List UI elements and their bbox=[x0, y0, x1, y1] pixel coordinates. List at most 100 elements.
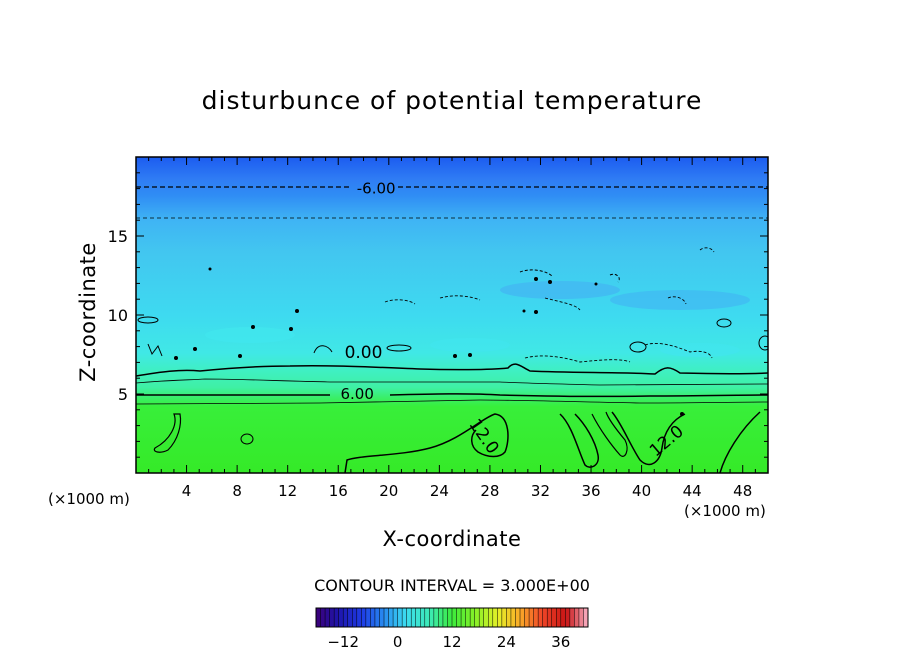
x-tick-label: 48 bbox=[733, 482, 752, 500]
colorbar-swatch bbox=[424, 608, 430, 627]
contour-blob bbox=[147, 343, 163, 357]
contour-9 bbox=[136, 399, 768, 405]
colorbar-swatch bbox=[361, 608, 367, 627]
x-tick-label: 16 bbox=[329, 482, 348, 500]
colorbar-swatch bbox=[574, 608, 580, 627]
colorbar-swatch bbox=[374, 608, 380, 627]
colorbar-swatch bbox=[329, 608, 335, 627]
colorbar-swatch bbox=[456, 608, 462, 627]
colorbar-swatch bbox=[370, 608, 376, 627]
contour-3 bbox=[136, 378, 768, 386]
x-tick-label: 32 bbox=[531, 482, 550, 500]
colorbar-swatch bbox=[474, 608, 480, 627]
colorbar-swatch bbox=[397, 608, 403, 627]
colorbar-swatch bbox=[551, 608, 557, 627]
colorbar-swatch bbox=[338, 608, 344, 627]
x-tick-label: 20 bbox=[379, 482, 398, 500]
x-tick-label: 40 bbox=[632, 482, 651, 500]
colorbar-swatch bbox=[538, 608, 544, 627]
colorbar-swatch bbox=[393, 608, 398, 627]
colorbar-tick-label: 12 bbox=[442, 633, 461, 651]
contour-12-f bbox=[153, 413, 182, 453]
colorbar-swatch bbox=[515, 608, 521, 627]
colorbar-swatch bbox=[384, 608, 389, 627]
colorbar-swatch bbox=[483, 608, 489, 627]
contour-dots bbox=[174, 267, 684, 416]
contour-blob bbox=[313, 345, 333, 354]
x-tick-label: 44 bbox=[683, 482, 702, 500]
colorbar-swatch bbox=[492, 608, 498, 627]
y-tick-label: 5 bbox=[118, 385, 128, 404]
x-tick-label: 4 bbox=[182, 482, 192, 500]
colorbar-swatch bbox=[379, 608, 385, 627]
colorbar-swatch bbox=[452, 608, 457, 627]
colorbar-swatch bbox=[325, 608, 330, 627]
field-patch bbox=[610, 290, 750, 310]
colorbar-swatch bbox=[365, 608, 371, 627]
colorbar-swatch bbox=[320, 608, 326, 627]
contour-label-6: 6.00 bbox=[340, 385, 373, 403]
colorbar-swatch bbox=[465, 608, 471, 627]
contour-blob bbox=[386, 344, 412, 352]
x-tick-label: 36 bbox=[581, 482, 600, 500]
x-tick-label: 24 bbox=[430, 482, 449, 500]
colorbar-swatch bbox=[497, 608, 503, 627]
contour-12-c bbox=[591, 411, 628, 457]
colorbar-swatch bbox=[556, 608, 562, 627]
colorbar-swatch bbox=[316, 608, 321, 627]
colorbar-swatch bbox=[442, 608, 448, 627]
colorbar-swatch bbox=[569, 608, 575, 627]
field-patch bbox=[500, 281, 620, 299]
colorbar-swatch bbox=[510, 608, 516, 627]
contour-interval-label: CONTOUR INTERVAL = 3.000E+00 bbox=[314, 576, 590, 595]
colorbar-tick-label: 36 bbox=[551, 633, 570, 651]
field-patch bbox=[660, 343, 740, 357]
contour-12-a bbox=[344, 413, 509, 473]
contour-blob bbox=[758, 335, 768, 351]
field-patch bbox=[430, 338, 510, 352]
colorbar-swatch bbox=[479, 608, 485, 627]
colorbar-tick-label: 0 bbox=[393, 633, 403, 651]
colorbar-swatch bbox=[533, 608, 539, 627]
colorbar-swatch bbox=[565, 608, 571, 627]
contour-6 bbox=[136, 393, 768, 398]
field-patch bbox=[205, 327, 295, 343]
colorbar-swatch bbox=[461, 608, 466, 627]
colorbar-swatch bbox=[583, 608, 589, 627]
colorbar-swatch bbox=[429, 608, 435, 627]
temperature-field bbox=[136, 157, 768, 473]
colorbar-swatch bbox=[420, 608, 426, 627]
field-patches bbox=[205, 281, 750, 357]
colorbar-swatch bbox=[520, 608, 525, 627]
contour-neg-blob bbox=[384, 295, 581, 311]
colorbar-frame bbox=[315, 607, 589, 628]
colorbar-swatch bbox=[542, 608, 548, 627]
colorbar-tick-label: 24 bbox=[497, 633, 516, 651]
contour-neg-blob bbox=[519, 269, 620, 283]
colorbar-swatch bbox=[506, 608, 512, 627]
colorbar-swatch bbox=[578, 608, 584, 627]
colorbar-swatch bbox=[433, 608, 439, 627]
contour-lines bbox=[136, 186, 768, 473]
contour-label-neg6: -6.00 bbox=[357, 180, 396, 198]
y-ticks: 5 10 15 bbox=[108, 172, 768, 458]
contour-label-zero: 0.00 bbox=[345, 343, 383, 363]
colorbar-swatch bbox=[356, 608, 362, 627]
x-tick-label: 8 bbox=[232, 482, 242, 500]
colorbar-swatch bbox=[352, 608, 358, 627]
colorbar-swatch bbox=[411, 608, 417, 627]
colorbar-swatch bbox=[529, 608, 534, 627]
y-tick-label: 15 bbox=[108, 227, 128, 246]
chart-title: disturbunce of potential temperature bbox=[201, 86, 703, 115]
contour-12-d bbox=[611, 411, 686, 466]
x-tick-label: 12 bbox=[278, 482, 297, 500]
contour-zero bbox=[136, 363, 768, 377]
contour-blob bbox=[716, 318, 732, 328]
colorbar-tick-label: −12 bbox=[327, 633, 359, 651]
colorbar bbox=[315, 607, 589, 628]
colorbar-swatch bbox=[501, 608, 507, 627]
colorbar-swatch bbox=[438, 608, 444, 627]
colorbar-swatch bbox=[334, 608, 340, 627]
contour-blob bbox=[137, 316, 159, 324]
colorbar-swatch bbox=[524, 608, 530, 627]
